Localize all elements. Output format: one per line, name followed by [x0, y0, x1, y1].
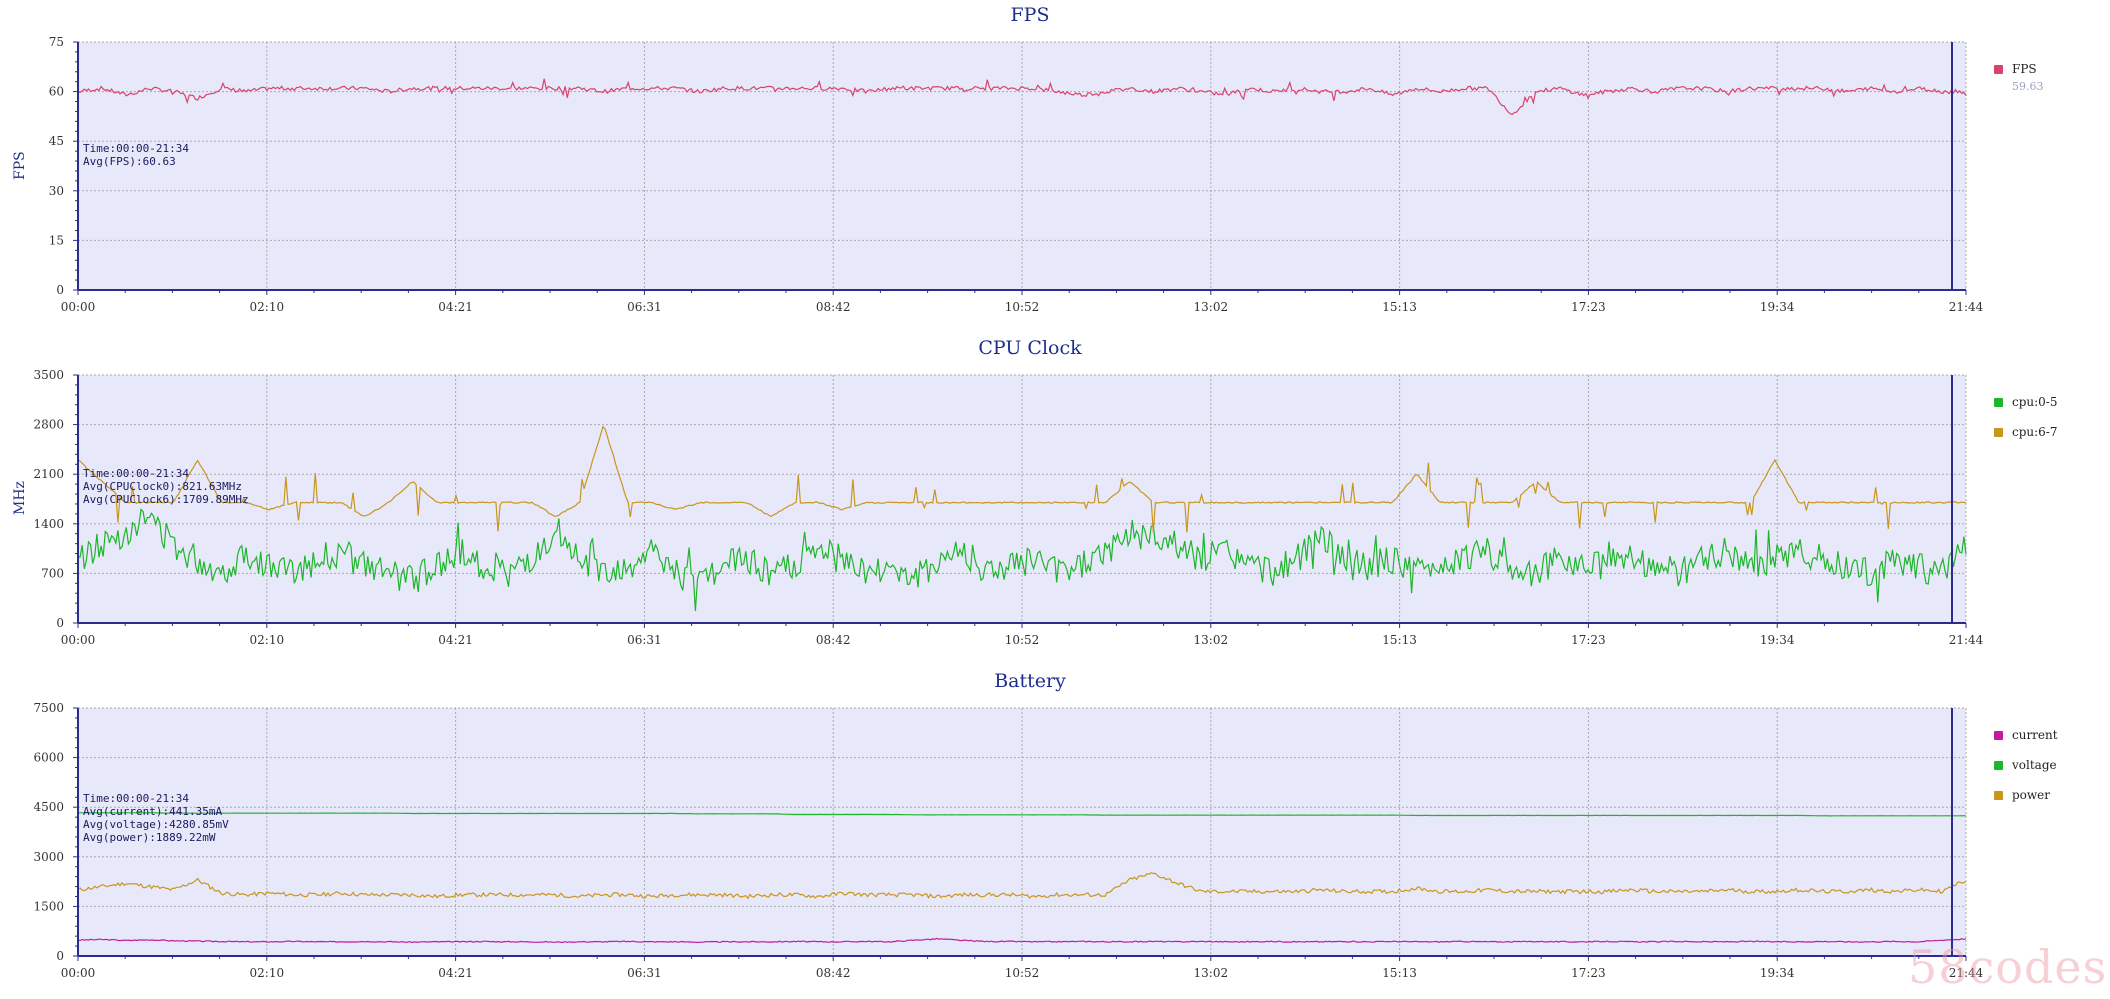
battery-y-tick-label: 1500	[33, 899, 64, 913]
fps-x-tick-label: 08:42	[816, 300, 851, 314]
battery-x-tick-label: 04:21	[438, 966, 473, 980]
battery-y-tick-label: 6000	[33, 751, 64, 765]
fps-y-tick-label: 15	[49, 233, 64, 247]
cpu-x-tick-label: 13:02	[1194, 633, 1229, 647]
fps-x-tick-label: 17:23	[1571, 300, 1606, 314]
current-legend-label: current	[2012, 728, 2058, 742]
cpu0-5-legend-swatch	[1994, 398, 2003, 407]
cpu-x-tick-label: 00:00	[61, 633, 96, 647]
battery-series-line-2	[77, 872, 1967, 900]
cpu-panel: CPU Clock 0 700 1400 2100 2800 3500 00:00 02:10…	[0, 333, 2110, 663]
cpu-y-tick-label: 0	[56, 616, 64, 630]
cpu-x-tick-label: 21:44	[1949, 633, 1984, 647]
battery-x-tick-label: 06:31	[627, 966, 662, 980]
cpu-x-tick-label: 06:31	[627, 633, 662, 647]
power-legend-label: power	[2012, 788, 2051, 802]
fps-series-line-0	[77, 78, 1967, 115]
battery-series-line-0	[77, 937, 1967, 944]
battery-annotation-voltage: Avg(voltage):4280.85mV	[83, 818, 229, 831]
battery-y-tick-label: 3000	[33, 850, 64, 864]
battery-y-tick-label: 0	[56, 949, 64, 963]
cpu-chart-svg[interactable]: 0 700 1400 2100 2800 3500 00:00 02:10 04:21 06:31…	[0, 333, 2110, 663]
fps-x-tick-label: 04:21	[438, 300, 473, 314]
voltage-legend-label: voltage	[2012, 758, 2057, 772]
cpu-series-line-1	[77, 425, 1967, 533]
battery-panel: Battery 0 1500 3000 4500 6000 7500 00:00 02:10 0…	[0, 666, 2110, 999]
battery-y-tick-label: 7500	[33, 701, 64, 715]
cpu-series-line-0	[78, 508, 1967, 611]
fps-x-tick-label: 02:10	[250, 300, 285, 314]
fps-panel: FPS 0 15 30 45 60 75 00:00 02:10 04:21 06:31 08:42…	[0, 0, 2110, 330]
fps-y-tick-label: 30	[49, 184, 64, 198]
power-legend-swatch	[1994, 791, 2003, 800]
battery-x-tick-label: 13:02	[1194, 966, 1229, 980]
current-legend-swatch	[1994, 731, 2003, 740]
cpu6-7-legend-label: cpu:6-7	[2012, 425, 2058, 439]
fps-x-tick-label: 10:52	[1005, 300, 1040, 314]
battery-x-tick-label: 17:23	[1571, 966, 1606, 980]
battery-x-tick-label: 10:52	[1005, 966, 1040, 980]
fps-x-tick-label: 13:02	[1194, 300, 1229, 314]
fps-x-tick-label: 19:34	[1760, 300, 1795, 314]
fps-y-tick-label: 60	[49, 85, 64, 99]
battery-chart-title: Battery	[994, 670, 1066, 692]
watermark-logo: 58codes	[1908, 940, 2108, 994]
cpu-chart-title: CPU Clock	[978, 337, 1082, 359]
battery-y-tick-label: 4500	[33, 800, 64, 814]
cpu-annotation: Time:00:00-21:34 Avg(CPUClock0):821.63MHz…	[83, 467, 249, 506]
cpu-y-tick-label: 3500	[33, 368, 64, 382]
fps-chart-svg[interactable]: 0 15 30 45 60 75 00:00 02:10 04:21 06:31 08:42 10:5…	[0, 0, 2110, 330]
battery-x-tick-label: 15:13	[1382, 966, 1417, 980]
cpu-x-tick-label: 08:42	[816, 633, 851, 647]
battery-x-tick-label: 02:10	[250, 966, 285, 980]
battery-annotation-time: Time:00:00-21:34	[83, 792, 189, 805]
fps-y-axis-label: FPS	[12, 151, 28, 180]
battery-annotation-current: Avg(current):441.35mA	[83, 805, 223, 818]
cpu6-7-legend-swatch	[1994, 428, 2003, 437]
battery-annotation-power: Avg(power):1889.22mW	[83, 831, 216, 844]
cpu-x-tick-label: 15:13	[1382, 633, 1417, 647]
cpu-annotation-time: Time:00:00-21:34	[83, 467, 189, 480]
fps-y-tick-label: 45	[49, 134, 64, 148]
fps-legend-value: 59.63	[2012, 80, 2044, 93]
battery-x-tick-label: 00:00	[61, 966, 96, 980]
fps-y-tick-label: 75	[49, 35, 64, 49]
cpu0-5-legend-label: cpu:0-5	[2012, 395, 2058, 409]
cpu-y-tick-label: 2800	[33, 418, 64, 432]
battery-x-tick-label: 21:44	[1949, 966, 1984, 980]
fps-annotation-avg: Avg(FPS):60.63	[83, 155, 176, 168]
cpu-x-tick-label: 10:52	[1005, 633, 1040, 647]
battery-series-line-1	[78, 812, 1966, 817]
cpu-y-axis-label: MHz	[12, 481, 28, 515]
cpu-x-tick-label: 02:10	[250, 633, 285, 647]
fps-chart-title: FPS	[1010, 4, 1050, 26]
fps-legend-label: FPS	[2012, 62, 2037, 76]
cpu-annotation-avg6: Avg(CPUClock6):1709.89MHz	[83, 493, 249, 506]
fps-x-tick-label: 00:00	[61, 300, 96, 314]
cpu-y-tick-label: 700	[41, 566, 64, 580]
voltage-legend-swatch	[1994, 761, 2003, 770]
fps-legend-swatch	[1994, 65, 2003, 74]
cpu-x-tick-label: 04:21	[438, 633, 473, 647]
fps-y-tick-label: 0	[56, 283, 64, 297]
fps-x-tick-label: 21:44	[1949, 300, 1984, 314]
fps-annotation: Time:00:00-21:34 Avg(FPS):60.63	[83, 142, 189, 168]
cpu-y-tick-label: 1400	[33, 517, 64, 531]
battery-annotation: Time:00:00-21:34 Avg(current):441.35mA Avg…	[83, 792, 229, 844]
battery-x-tick-label: 19:34	[1760, 966, 1795, 980]
cpu-x-tick-label: 17:23	[1571, 633, 1606, 647]
fps-x-tick-label: 15:13	[1382, 300, 1417, 314]
fps-x-tick-label: 06:31	[627, 300, 662, 314]
cpu-x-tick-label: 19:34	[1760, 633, 1795, 647]
battery-chart-svg[interactable]: 0 1500 3000 4500 6000 7500 00:00 02:10 04:21 06:3…	[0, 666, 2110, 999]
fps-annotation-time: Time:00:00-21:34	[83, 142, 189, 155]
cpu-annotation-avg0: Avg(CPUClock0):821.63MHz	[83, 480, 242, 493]
battery-x-tick-label: 08:42	[816, 966, 851, 980]
cpu-y-tick-label: 2100	[33, 467, 64, 481]
